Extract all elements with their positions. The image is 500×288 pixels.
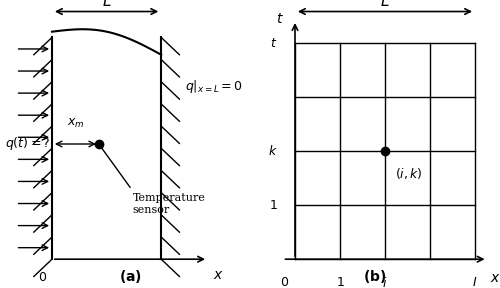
Text: $k$: $k$ [268, 144, 278, 158]
Text: $0$: $0$ [280, 276, 289, 288]
Text: $I$: $I$ [472, 276, 478, 288]
Text: $1$: $1$ [336, 276, 344, 288]
Text: $0$: $0$ [38, 271, 47, 284]
Text: $\bf{(a)}$: $\bf{(a)}$ [118, 268, 142, 285]
Text: $t$: $t$ [270, 37, 278, 50]
Text: $L$: $L$ [380, 0, 390, 9]
Text: $x_m$: $x_m$ [66, 117, 84, 130]
Text: $q(t) = ?$: $q(t) = ?$ [5, 135, 51, 153]
Text: $L$: $L$ [102, 0, 112, 9]
Text: $1$: $1$ [269, 199, 278, 212]
Text: Temperature
sensor: Temperature sensor [132, 193, 206, 215]
Text: $t$: $t$ [276, 12, 284, 26]
Text: $\bf{(b)}$: $\bf{(b)}$ [364, 268, 386, 285]
Text: $q|_{x=L} = 0$: $q|_{x=L} = 0$ [184, 78, 242, 95]
Text: $x$: $x$ [213, 268, 224, 282]
Text: $i$: $i$ [382, 276, 388, 288]
Text: $(i,k)$: $(i,k)$ [395, 166, 423, 181]
Text: $x$: $x$ [490, 271, 500, 285]
